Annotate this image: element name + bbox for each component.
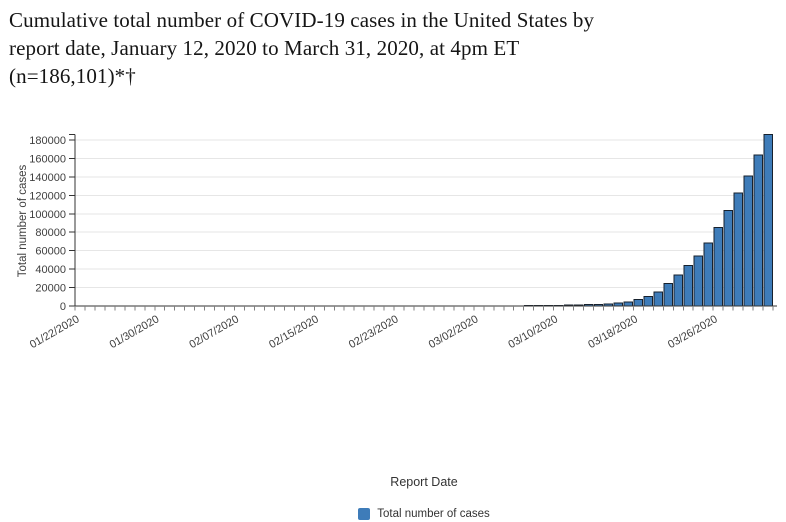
bar-03/30/2020[interactable] xyxy=(754,155,762,306)
bar-03/23/2020[interactable] xyxy=(684,265,692,306)
x-tick-label: 03/02/2020 xyxy=(427,313,481,351)
bar-03/31/2020[interactable] xyxy=(764,134,772,306)
chart-title-line-1: Cumulative total number of COVID-19 case… xyxy=(9,6,781,34)
bar-03/18/2020[interactable] xyxy=(634,300,642,306)
y-tick-label: 0 xyxy=(60,301,66,313)
y-axis-title: Total number of cases xyxy=(17,165,29,278)
y-tick-label: 20000 xyxy=(35,283,66,295)
bar-03/25/2020[interactable] xyxy=(704,243,712,306)
bar-03/27/2020[interactable] xyxy=(724,211,732,306)
x-tick-label: 01/22/2020 xyxy=(28,313,82,351)
y-tick-label: 180000 xyxy=(29,135,66,147)
y-tick-label: 140000 xyxy=(29,172,66,184)
bar-03/26/2020[interactable] xyxy=(714,227,722,306)
legend-item-total-cases[interactable]: Total number of cases xyxy=(75,506,773,522)
y-tick-label: 120000 xyxy=(29,190,66,202)
y-tick-label: 80000 xyxy=(35,227,66,239)
bar-03/21/2020[interactable] xyxy=(664,283,672,306)
bar-03/17/2020[interactable] xyxy=(624,302,632,306)
x-tick-label: 02/15/2020 xyxy=(267,313,321,351)
legend-swatch xyxy=(358,508,370,520)
x-axis-title: Report Date xyxy=(75,475,773,489)
bar-03/20/2020[interactable] xyxy=(654,292,662,306)
legend-label: Total number of cases xyxy=(377,508,490,520)
y-tick-label: 40000 xyxy=(35,264,66,276)
y-tick-label: 100000 xyxy=(29,209,66,221)
x-tick-label: 02/07/2020 xyxy=(187,313,241,351)
bar-03/28/2020[interactable] xyxy=(734,193,742,306)
bar-03/19/2020[interactable] xyxy=(644,296,652,306)
x-tick-label: 03/10/2020 xyxy=(506,313,560,351)
x-tick-label: 01/30/2020 xyxy=(108,313,162,351)
y-tick-label: 60000 xyxy=(35,246,66,258)
chart-title-line-2: report date, January 12, 2020 to March 3… xyxy=(9,34,781,62)
bar-chart: 0 20000 40000 60000 80000 100000 120000 140000 1… xyxy=(0,118,786,425)
y-tick-label: 160000 xyxy=(29,153,66,165)
x-tick-label: 02/23/2020 xyxy=(347,313,401,351)
bar-03/29/2020[interactable] xyxy=(744,176,752,306)
bar-03/24/2020[interactable] xyxy=(694,256,702,306)
x-tick-label: 03/18/2020 xyxy=(586,313,640,351)
chart-title: Cumulative total number of COVID-19 case… xyxy=(9,6,781,90)
bar-chart-svg: 0 20000 40000 60000 80000 100000 120000 140000 1… xyxy=(0,118,786,370)
x-tick-label: 03/26/2020 xyxy=(666,313,720,351)
bar-03/22/2020[interactable] xyxy=(674,275,682,306)
chart-title-line-3: (n=186,101)*† xyxy=(9,62,781,90)
